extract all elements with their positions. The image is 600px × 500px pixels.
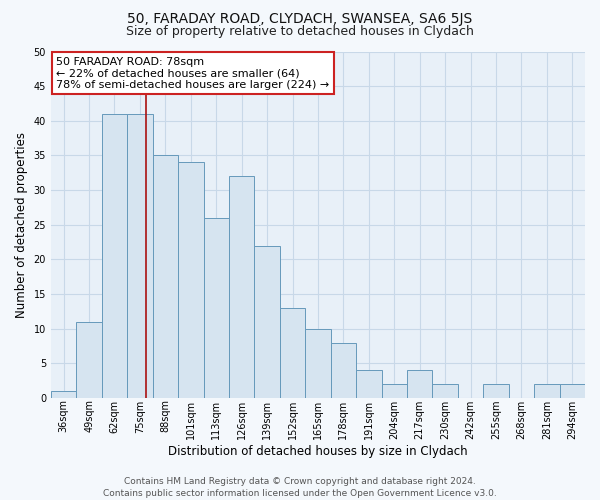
Bar [382,384,407,398]
Text: Contains HM Land Registry data © Crown copyright and database right 2024.
Contai: Contains HM Land Registry data © Crown c… [103,476,497,498]
Bar [152,156,178,398]
Y-axis label: Number of detached properties: Number of detached properties [15,132,28,318]
Bar [280,308,305,398]
Bar [178,162,203,398]
Bar [407,370,433,398]
Bar [356,370,382,398]
Bar [483,384,509,398]
Bar [534,384,560,398]
Bar [331,342,356,398]
Bar [76,322,102,398]
Bar [51,391,76,398]
Bar [229,176,254,398]
Bar [560,384,585,398]
Text: 50, FARADAY ROAD, CLYDACH, SWANSEA, SA6 5JS: 50, FARADAY ROAD, CLYDACH, SWANSEA, SA6 … [127,12,473,26]
Bar [102,114,127,398]
Bar [305,328,331,398]
Bar [203,218,229,398]
Text: 50 FARADAY ROAD: 78sqm
← 22% of detached houses are smaller (64)
78% of semi-det: 50 FARADAY ROAD: 78sqm ← 22% of detached… [56,56,329,90]
Bar [127,114,152,398]
Bar [433,384,458,398]
Text: Size of property relative to detached houses in Clydach: Size of property relative to detached ho… [126,25,474,38]
Bar [254,246,280,398]
X-axis label: Distribution of detached houses by size in Clydach: Distribution of detached houses by size … [168,444,468,458]
